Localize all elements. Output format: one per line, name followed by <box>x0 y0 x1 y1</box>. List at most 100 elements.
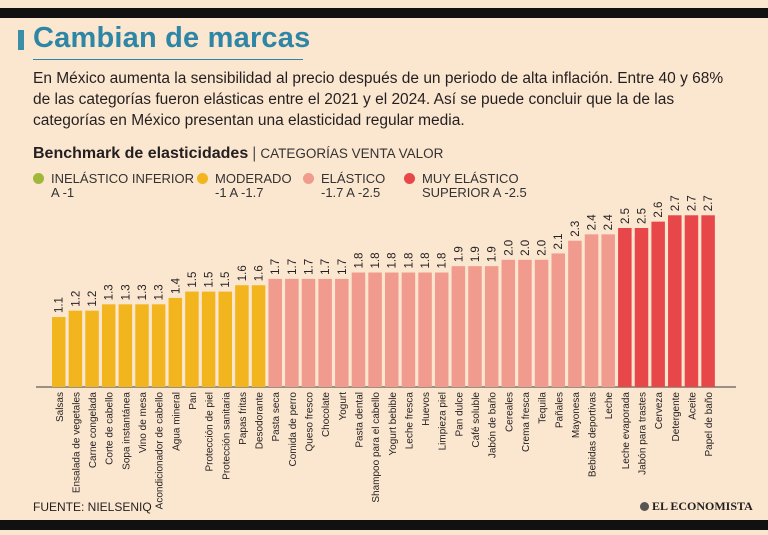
source-note: FUENTE: NIELSENIQ <box>33 500 152 514</box>
category-label: Corte de cabello <box>105 392 116 465</box>
legend-dot-elastico <box>303 173 314 184</box>
category-label: Pasta seca <box>271 392 282 442</box>
bar-value-label: 1.7 <box>287 259 299 275</box>
bar-value-label: 2.5 <box>637 208 649 224</box>
category-label: Detergente <box>671 392 682 442</box>
bar-value-label: 1.8 <box>437 253 449 269</box>
bar <box>401 272 416 387</box>
category-label: Shampoo para el cabello <box>371 392 382 503</box>
category-label: Tequila <box>538 392 549 424</box>
bar-value-label: 1.9 <box>470 246 482 262</box>
bar <box>568 240 582 387</box>
category-label: Yogurt bebible <box>388 392 399 456</box>
legend-label: MUY ELÁSTICO <box>422 171 519 186</box>
bar-value-label: 1.2 <box>87 291 99 307</box>
bar <box>235 285 249 387</box>
category-label: Café soluble <box>471 392 482 448</box>
bar <box>368 272 382 387</box>
category-label: Bebidas deportivas <box>588 392 599 477</box>
brand-icon <box>640 502 649 511</box>
category-label: Cereales <box>504 392 515 432</box>
bar <box>518 259 532 387</box>
category-label: Jabón para trastes <box>638 392 649 475</box>
legend-label: MODERADO <box>215 171 292 186</box>
bar <box>52 317 66 387</box>
benchmark-heading: Benchmark de elasticidades | CATEGORÍAS VE… <box>33 145 443 163</box>
bar-value-label: 1.8 <box>387 253 399 269</box>
category-label: Chocolate <box>321 392 332 437</box>
bar-value-label: 1.3 <box>137 284 149 300</box>
bar-value-label: 2.7 <box>703 195 715 211</box>
bar <box>335 278 349 387</box>
legend-label: INELÁSTICO INFERIOR <box>51 171 195 186</box>
category-label: Mayonesa <box>571 392 582 439</box>
bar-value-label: 1.7 <box>270 259 282 275</box>
bar <box>451 266 466 387</box>
category-label: Leche <box>604 392 615 420</box>
bar-value-label: 1.7 <box>304 259 316 275</box>
page-title: Cambian de marcas <box>33 22 311 54</box>
category-label: Pan dulce <box>454 392 465 437</box>
category-label: Comida de perro <box>288 392 299 467</box>
legend-dot-muy-elastico <box>404 173 415 184</box>
bar-value-label: 2.6 <box>653 202 665 218</box>
category-label: Leche evaporada <box>621 392 632 470</box>
bar-value-label: 2.7 <box>686 195 698 211</box>
bar-value-label: 1.3 <box>154 284 166 300</box>
bar-value-label: 1.8 <box>420 253 432 269</box>
category-label: Acondicionador de cabello <box>155 392 166 510</box>
brand-logo: EL ECONOMISTA <box>640 499 753 514</box>
bar <box>101 304 116 387</box>
bar-value-label: 1.5 <box>187 272 199 288</box>
bar-value-label: 2.7 <box>670 195 682 211</box>
bar <box>418 272 432 387</box>
bar <box>634 228 649 387</box>
legend-label: ELÁSTICO <box>321 171 386 186</box>
bar-value-label: 1.9 <box>453 246 465 262</box>
bar-value-label: 2.0 <box>503 240 515 256</box>
bar <box>218 291 232 387</box>
bar-value-label: 2.0 <box>520 240 532 256</box>
category-label: Queso fresco <box>305 392 316 452</box>
legend-dot-inelastico <box>33 173 44 184</box>
category-label: Jabón de baño <box>488 392 499 459</box>
brand-name: EL ECONOMISTA <box>652 499 753 513</box>
bar <box>551 253 565 387</box>
category-label: Cerveza <box>654 392 665 430</box>
bar-value-label: 1.6 <box>237 265 249 281</box>
category-label: Huevos <box>421 392 432 426</box>
bar-value-label: 1.9 <box>487 246 499 262</box>
category-label: Papas fritas <box>238 392 249 445</box>
top-bar <box>0 8 768 18</box>
bar <box>501 259 516 387</box>
subtitle: En México aumenta la sensibilidad al pre… <box>33 70 724 129</box>
category-label: Pan <box>188 392 199 410</box>
category-label: Pañales <box>554 392 565 428</box>
bottom-bar <box>0 520 768 530</box>
legend-range: -1.7 A -2.5 <box>321 185 381 200</box>
bar-value-label: 2.0 <box>537 240 549 256</box>
benchmark-subtitle: CATEGORÍAS VENTA VALOR <box>260 146 444 161</box>
category-label: Papel de baño <box>704 392 715 457</box>
bar <box>651 221 665 387</box>
bar-value-label: 1.8 <box>370 253 382 269</box>
bar-value-label: 1.3 <box>104 284 116 300</box>
bar-value-label: 1.4 <box>170 277 182 294</box>
category-label: Vino de mesa <box>138 392 149 453</box>
bar <box>484 266 499 387</box>
bar-value-label: 1.8 <box>353 253 365 269</box>
category-label: Agua mineral <box>171 392 182 451</box>
bar-value-label: 1.7 <box>320 259 332 275</box>
bar <box>385 272 399 387</box>
benchmark-separator: | <box>252 145 257 162</box>
bar <box>151 304 166 387</box>
bar <box>584 234 599 387</box>
bar-value-label: 2.5 <box>620 208 632 224</box>
bar <box>684 215 699 387</box>
bar <box>251 285 266 387</box>
bar-value-label: 1.5 <box>204 272 216 288</box>
bar <box>118 304 133 387</box>
legend-range: -1 A -1.7 <box>215 185 264 200</box>
bar <box>85 310 99 387</box>
